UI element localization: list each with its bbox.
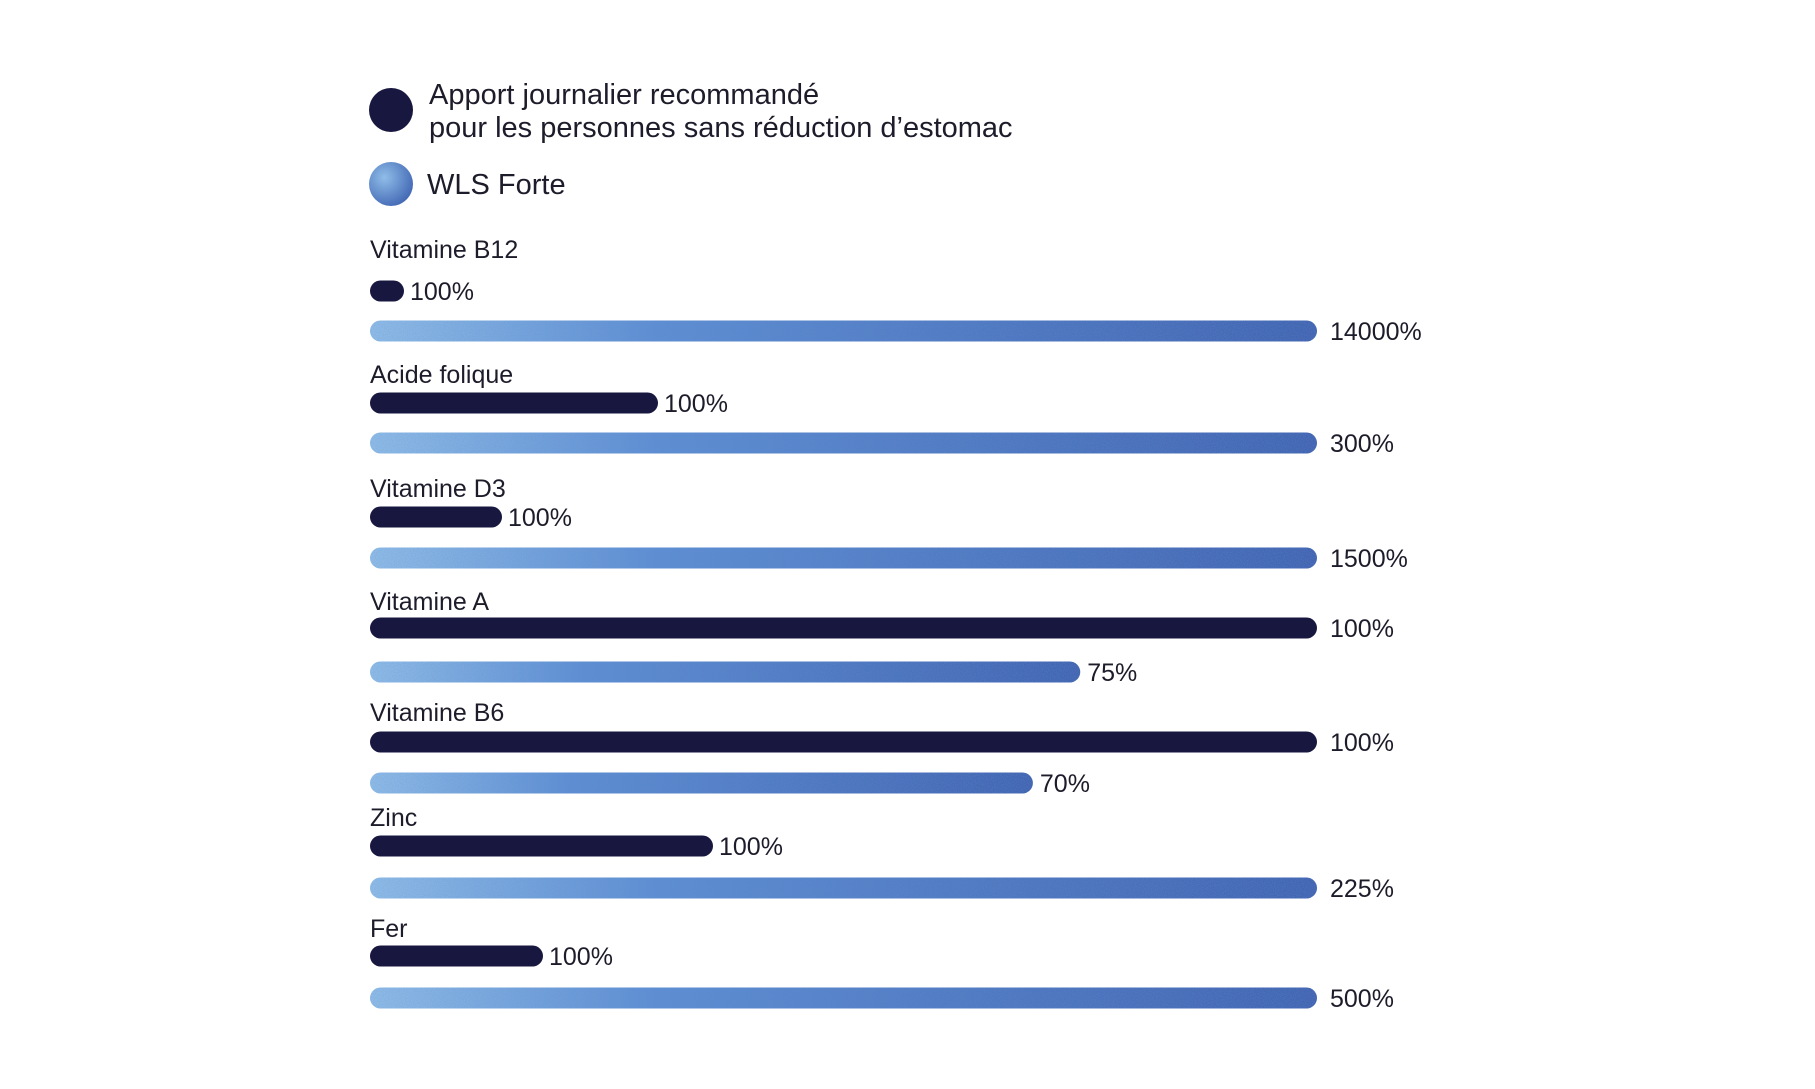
legend-label-reference-line-1: Apport journalier recommandé — [429, 79, 819, 111]
wls-forte-value-label: 300% — [1330, 430, 1394, 458]
category-group-fer: Fer 100% 500% — [370, 915, 1394, 1013]
category-label-vitamine-a: Vitamine A — [370, 588, 489, 616]
wls-forte-bar — [370, 547, 1317, 569]
category-group-zinc: Zinc 100% 225% — [370, 804, 1394, 903]
wls-forte-value-label: 70% — [1040, 770, 1090, 798]
category-group-vitamine-a: Vitamine A 100% 75% — [370, 588, 1394, 687]
category-label-vitamine-b12: Vitamine B12 — [370, 236, 518, 264]
wls-forte-value-label: 75% — [1087, 659, 1137, 687]
wls-forte-bar — [370, 877, 1317, 899]
category-group-acide-folique: Acide folique 100% 300% — [370, 361, 1394, 458]
wls-forte-value-label: 14000% — [1330, 318, 1422, 346]
reference-bar — [370, 506, 502, 528]
wls-forte-value-label: 500% — [1330, 985, 1394, 1013]
category-group-vitamine-b6: Vitamine B6 100% 70% — [370, 699, 1394, 798]
wls-forte-bar — [370, 661, 1081, 683]
reference-value-label: 100% — [508, 504, 572, 532]
reference-bar — [370, 835, 713, 857]
reference-value-label: 100% — [719, 833, 783, 861]
reference-value-label: 100% — [664, 390, 728, 418]
category-label-fer: Fer — [370, 915, 408, 943]
reference-value-label: 100% — [1330, 615, 1394, 643]
wls-forte-bar — [370, 320, 1317, 342]
reference-value-label: 100% — [549, 943, 613, 971]
wls-forte-value-label: 1500% — [1330, 545, 1408, 573]
reference-bar — [370, 280, 404, 302]
legend-swatch-reference — [369, 88, 413, 132]
reference-bar — [370, 731, 1317, 753]
legend-swatch-wls-forte — [369, 162, 413, 206]
wls-forte-bar — [370, 987, 1317, 1009]
wls-forte-bar — [370, 432, 1317, 454]
category-group-vitamine-b12: Vitamine B12 100% 14000% — [370, 236, 1422, 346]
wls-forte-bar — [370, 772, 1033, 794]
legend-label-wls-forte: WLS Forte — [427, 169, 566, 201]
reference-value-label: 100% — [410, 278, 474, 306]
legend-label-reference-line-2: pour les personnes sans réduction d’esto… — [429, 112, 1013, 144]
reference-bar — [370, 392, 658, 414]
reference-value-label: 100% — [1330, 729, 1394, 757]
wls-forte-value-label: 225% — [1330, 875, 1394, 903]
reference-bar — [370, 945, 543, 967]
category-label-acide-folique: Acide folique — [370, 361, 513, 389]
category-label-zinc: Zinc — [370, 804, 417, 832]
category-label-vitamine-b6: Vitamine B6 — [370, 699, 504, 727]
reference-bar — [370, 617, 1317, 639]
category-label-vitamine-d3: Vitamine D3 — [370, 475, 506, 503]
